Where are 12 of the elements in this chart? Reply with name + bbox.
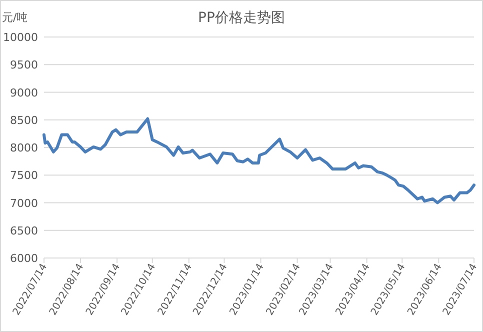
y-tick-label: 8000 xyxy=(10,142,38,154)
y-tick-label: 7000 xyxy=(10,196,38,210)
line-series xyxy=(42,117,476,204)
y-axis-title: 元/吨 xyxy=(2,11,28,24)
y-tick-label: 8500 xyxy=(10,114,38,127)
y-tick-label: 6000 xyxy=(10,252,38,265)
y-tick-label: 9000 xyxy=(10,86,38,100)
y-tick-label: 6500 xyxy=(10,224,38,238)
y-tick-label: 7500 xyxy=(10,169,38,182)
chart-title: PP价格走势图 xyxy=(198,10,285,26)
y-tick-label: 10000 xyxy=(3,31,38,44)
y-tick-label: 9500 xyxy=(10,58,38,72)
